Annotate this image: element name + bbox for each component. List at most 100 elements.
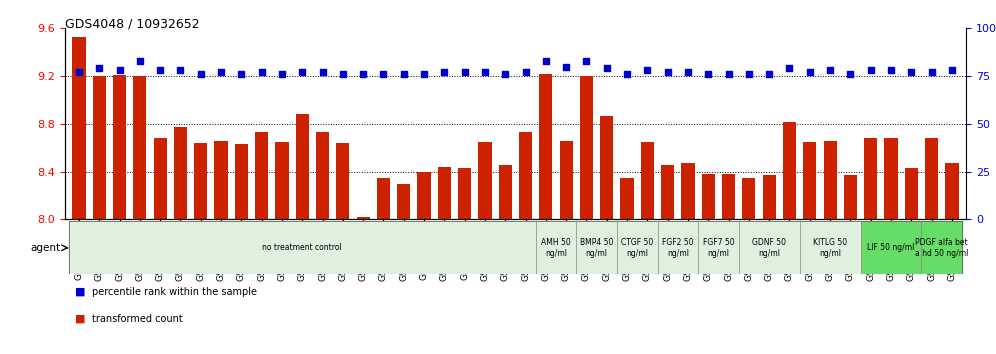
Bar bbox=[904, 168, 918, 219]
Text: BMP4 50
ng/ml: BMP4 50 ng/ml bbox=[580, 238, 614, 257]
Bar bbox=[357, 217, 370, 219]
Point bbox=[131, 58, 147, 64]
Point bbox=[944, 68, 960, 73]
Bar bbox=[337, 143, 350, 219]
Bar bbox=[945, 163, 958, 219]
Bar bbox=[536, 221, 577, 274]
Point bbox=[700, 72, 716, 77]
Point bbox=[903, 69, 919, 75]
Point bbox=[741, 72, 757, 77]
Bar bbox=[153, 138, 166, 219]
Bar bbox=[194, 143, 207, 219]
Bar bbox=[519, 132, 532, 219]
Point bbox=[761, 72, 777, 77]
Point bbox=[213, 69, 229, 75]
Bar bbox=[539, 74, 553, 219]
Bar bbox=[722, 174, 735, 219]
Text: agent: agent bbox=[31, 243, 61, 253]
Bar bbox=[925, 138, 938, 219]
Point bbox=[843, 72, 859, 77]
Point bbox=[294, 69, 310, 75]
Point bbox=[477, 69, 493, 75]
Bar bbox=[560, 141, 573, 219]
Bar bbox=[861, 221, 921, 274]
Bar bbox=[93, 76, 106, 219]
Bar bbox=[69, 221, 536, 274]
Point bbox=[193, 72, 209, 77]
Text: AMH 50
ng/ml: AMH 50 ng/ml bbox=[541, 238, 571, 257]
Bar bbox=[739, 221, 800, 274]
Bar bbox=[702, 174, 715, 219]
Point bbox=[274, 72, 290, 77]
Point bbox=[558, 64, 574, 69]
Point bbox=[782, 65, 798, 71]
Bar bbox=[681, 163, 694, 219]
Bar bbox=[275, 142, 289, 219]
Point bbox=[172, 68, 188, 73]
Point bbox=[518, 69, 534, 75]
Point bbox=[721, 72, 737, 77]
Bar bbox=[884, 138, 897, 219]
Bar bbox=[577, 221, 617, 274]
Bar bbox=[458, 168, 471, 219]
Text: no treatment control: no treatment control bbox=[262, 243, 343, 252]
Point bbox=[822, 68, 838, 73]
Bar bbox=[844, 175, 857, 219]
Point bbox=[335, 72, 351, 77]
Text: GDS4048 / 10932652: GDS4048 / 10932652 bbox=[65, 18, 199, 31]
Point bbox=[579, 58, 595, 64]
Point bbox=[436, 69, 452, 75]
Bar bbox=[621, 178, 633, 219]
Bar bbox=[640, 142, 654, 219]
Point bbox=[356, 72, 372, 77]
Bar bbox=[478, 142, 492, 219]
Bar bbox=[174, 127, 187, 219]
Point bbox=[923, 69, 939, 75]
Point bbox=[680, 69, 696, 75]
Bar bbox=[316, 132, 329, 219]
Text: ■: ■ bbox=[75, 314, 86, 324]
Point bbox=[375, 72, 391, 77]
Bar bbox=[657, 221, 698, 274]
Bar bbox=[617, 221, 657, 274]
Point bbox=[497, 72, 513, 77]
Bar bbox=[296, 114, 309, 219]
Text: FGF7 50
ng/ml: FGF7 50 ng/ml bbox=[702, 238, 734, 257]
Text: KITLG 50
ng/ml: KITLG 50 ng/ml bbox=[813, 238, 848, 257]
Bar bbox=[661, 165, 674, 219]
Text: ■: ■ bbox=[75, 287, 86, 297]
Point bbox=[233, 72, 249, 77]
Point bbox=[457, 69, 473, 75]
Bar bbox=[499, 165, 512, 219]
Point bbox=[863, 68, 878, 73]
Text: LIF 50 ng/ml: LIF 50 ng/ml bbox=[868, 243, 914, 252]
Bar bbox=[824, 141, 837, 219]
Text: FGF2 50
ng/ml: FGF2 50 ng/ml bbox=[662, 238, 693, 257]
Point bbox=[883, 68, 899, 73]
Bar bbox=[73, 37, 86, 219]
Text: PDGF alfa bet
a hd 50 ng/ml: PDGF alfa bet a hd 50 ng/ml bbox=[915, 238, 968, 257]
Bar bbox=[803, 142, 817, 219]
Point bbox=[416, 72, 432, 77]
Bar bbox=[113, 75, 126, 219]
Point bbox=[315, 69, 331, 75]
Point bbox=[92, 65, 108, 71]
Bar bbox=[255, 132, 268, 219]
Point bbox=[538, 58, 554, 64]
Bar bbox=[133, 76, 146, 219]
Bar bbox=[580, 76, 593, 219]
Bar bbox=[865, 138, 877, 219]
Point bbox=[152, 68, 168, 73]
Bar bbox=[763, 175, 776, 219]
Point bbox=[639, 68, 655, 73]
Bar bbox=[235, 144, 248, 219]
Point bbox=[395, 72, 411, 77]
Text: CTGF 50
ng/ml: CTGF 50 ng/ml bbox=[622, 238, 653, 257]
Bar bbox=[698, 221, 739, 274]
Bar bbox=[417, 172, 430, 219]
Bar bbox=[438, 167, 451, 219]
Bar bbox=[214, 141, 228, 219]
Bar bbox=[376, 178, 390, 219]
Bar bbox=[601, 115, 614, 219]
Text: percentile rank within the sample: percentile rank within the sample bbox=[92, 287, 257, 297]
